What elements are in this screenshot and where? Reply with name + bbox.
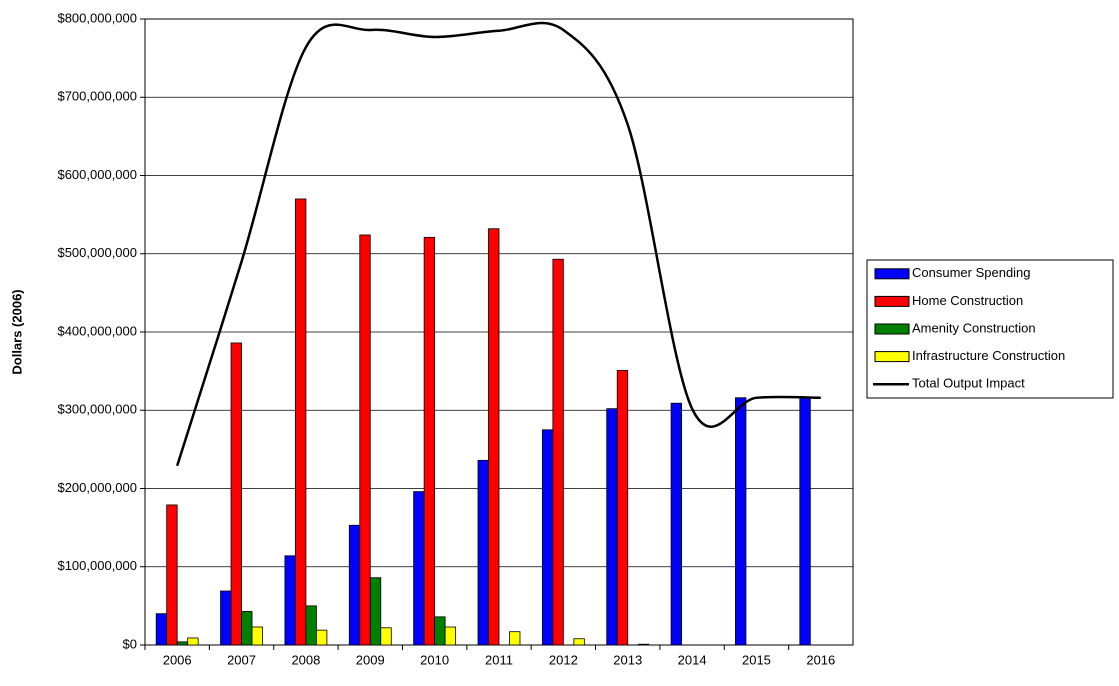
bar — [220, 590, 232, 646]
bar — [295, 198, 307, 646]
x-tick-label: 2011 — [485, 652, 513, 667]
bar — [637, 643, 650, 646]
y-tick-label: $300,000,000 — [57, 402, 137, 417]
bar — [444, 626, 457, 646]
y-tick-label: $100,000,000 — [57, 558, 137, 573]
bar — [284, 555, 296, 646]
bar — [176, 641, 189, 646]
y-tick-label: $700,000,000 — [57, 89, 137, 104]
legend-label: Home Construction — [912, 293, 1023, 308]
legend-swatch — [874, 323, 910, 335]
x-tick-label: 2014 — [678, 652, 707, 667]
bar — [735, 397, 747, 646]
y-tick-label: $500,000,000 — [57, 245, 137, 260]
x-tick-label: 2008 — [291, 652, 320, 667]
y-tick-label: $0 — [123, 636, 137, 651]
legend-label: Amenity Construction — [912, 320, 1036, 335]
bar — [187, 637, 199, 646]
bar — [155, 613, 168, 646]
legend-swatch — [874, 268, 910, 280]
bar — [316, 629, 328, 646]
legend-label: Consumer Spending — [912, 265, 1031, 280]
bar — [477, 459, 489, 646]
bar — [230, 342, 242, 646]
bar — [670, 402, 682, 646]
bar — [488, 228, 500, 646]
bar — [413, 491, 425, 646]
bar — [509, 631, 521, 646]
legend-swatch — [874, 295, 910, 307]
y-tick-label: $200,000,000 — [57, 480, 137, 495]
bar — [434, 616, 446, 646]
bar — [166, 504, 178, 646]
bar — [799, 397, 811, 646]
x-tick-label: 2006 — [163, 652, 192, 667]
bar — [241, 610, 253, 646]
y-axis-label: Dollars (2006) — [9, 289, 24, 374]
bar — [359, 234, 371, 646]
bar — [606, 408, 618, 646]
bar — [552, 258, 564, 646]
bar — [541, 429, 554, 646]
bar — [423, 236, 436, 646]
legend-swatch — [874, 351, 910, 363]
bar — [573, 638, 585, 646]
legend-label: Infrastructure Construction — [912, 348, 1065, 363]
x-tick-label: 2010 — [420, 652, 449, 667]
x-tick-label: 2013 — [613, 652, 642, 667]
y-tick-label: $800,000,000 — [57, 10, 137, 25]
bar — [380, 627, 392, 646]
x-tick-label: 2009 — [356, 652, 385, 667]
bar — [616, 369, 629, 646]
legend-label: Total Output Impact — [912, 376, 1025, 391]
y-tick-label: $600,000,000 — [57, 167, 137, 182]
y-tick-label: $400,000,000 — [57, 323, 137, 338]
x-tick-label: 2012 — [549, 652, 578, 667]
bar — [251, 626, 263, 646]
bar — [369, 577, 382, 646]
x-tick-label: 2007 — [227, 652, 256, 667]
x-tick-label: 2016 — [806, 652, 835, 667]
line — [175, 21, 821, 467]
x-tick-label: 2015 — [742, 652, 771, 667]
bar — [348, 524, 361, 646]
bar — [305, 605, 317, 646]
